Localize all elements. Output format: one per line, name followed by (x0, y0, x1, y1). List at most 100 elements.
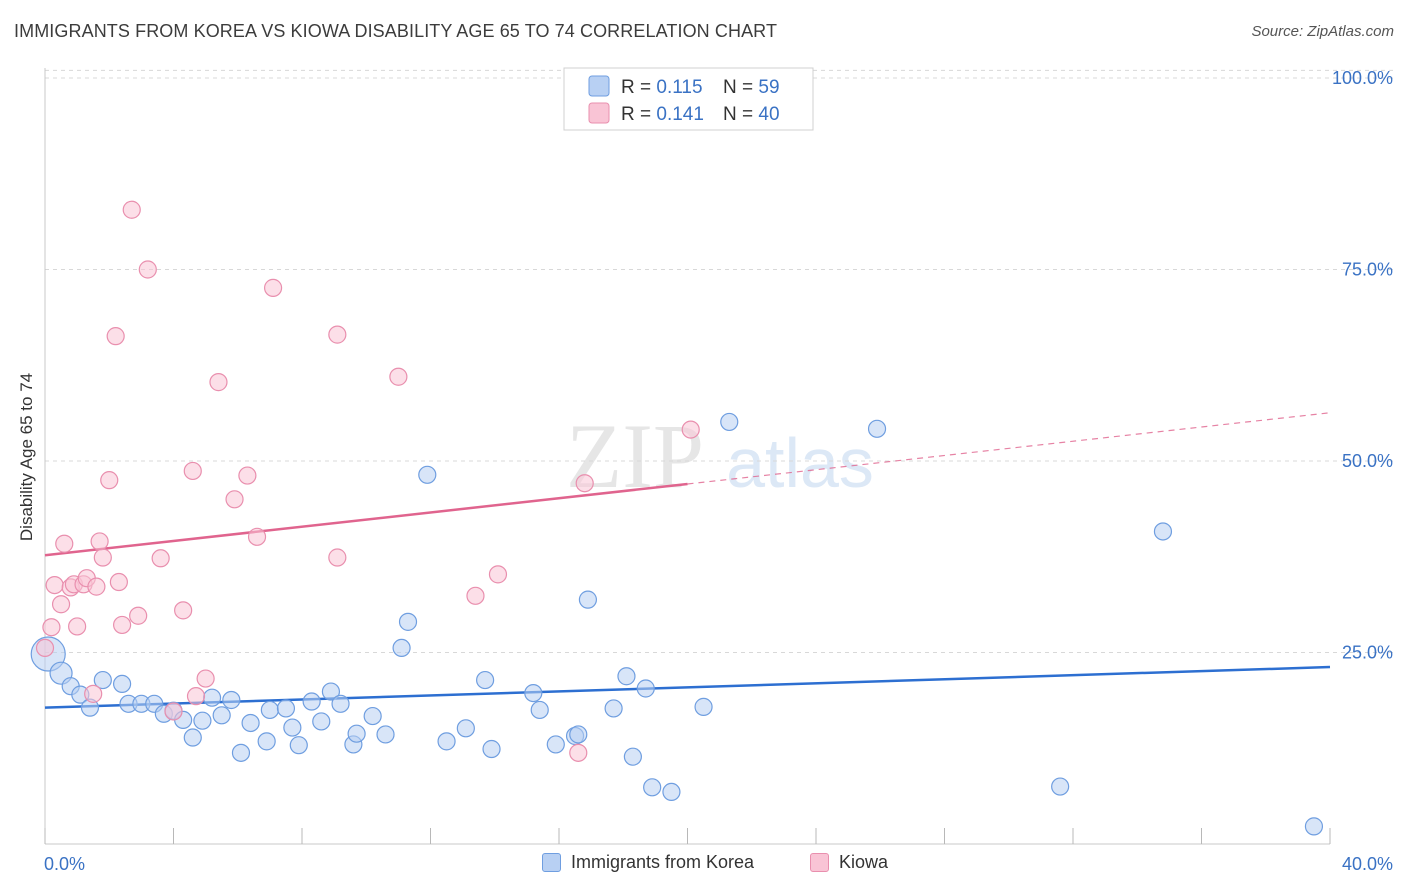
korea-point (643, 778, 662, 797)
korea-point (331, 694, 350, 713)
trend-lines (44, 412, 1331, 709)
legend-n-value: 59 (758, 77, 779, 98)
y-tick-label: 50.0% (1342, 451, 1393, 471)
kiowa-point (225, 490, 244, 509)
chart-title: IMMIGRANTS FROM KOREA VS KIOWA DISABILIT… (14, 21, 778, 41)
kiowa-point (106, 327, 125, 346)
x-tick-label: 40.0% (1342, 854, 1393, 874)
kiowa-point (122, 200, 141, 219)
legend-n-label: N = (723, 104, 758, 125)
korea-point (112, 674, 132, 694)
legend-r-value: 0.141 (656, 104, 704, 125)
korea-point (321, 682, 341, 701)
legend-swatch-kiowa (588, 102, 610, 124)
korea-point (398, 612, 418, 631)
kiowa-point (328, 325, 347, 344)
kiowa-point (45, 575, 64, 595)
legend-swatch-kiowa (810, 853, 829, 872)
legend-swatch-korea (542, 853, 561, 872)
korea-point (93, 670, 112, 690)
korea-point (1051, 777, 1070, 796)
kiowa-point (681, 420, 700, 439)
korea-point (392, 638, 411, 658)
kiowa-point (112, 615, 132, 635)
korea-point (276, 699, 296, 718)
korea-point (363, 706, 382, 726)
korea-point (202, 688, 222, 707)
kiowa-point (90, 532, 109, 551)
y-tick-label: 25.0% (1342, 643, 1393, 663)
legend-swatch-korea (588, 75, 610, 97)
kiowa-point (263, 278, 283, 297)
korea-point (241, 713, 260, 733)
grid (45, 69, 1393, 653)
korea-point (867, 419, 887, 438)
kiowa-point (569, 743, 588, 762)
bottom-legend-korea[interactable]: Immigrants from Korea (542, 852, 754, 873)
trend-line-dashed-1 (687, 412, 1331, 485)
legend-r-value: 0.115 (656, 77, 702, 98)
korea-point (302, 692, 321, 711)
kiowa-point (186, 687, 206, 706)
trend-line-solid-1 (44, 482, 688, 557)
kiowa-point (238, 466, 257, 485)
korea-point (257, 732, 276, 751)
korea-point (456, 719, 475, 738)
chart-source[interactable]: Source: ZipAtlas.com (1251, 23, 1394, 40)
y-tick-label: 75.0% (1342, 260, 1393, 280)
korea-point (546, 735, 565, 754)
korea-point (578, 590, 598, 609)
korea-point (1304, 817, 1324, 836)
korea-point (437, 732, 456, 751)
kiowa-point (35, 638, 55, 658)
kiowa-point (55, 534, 74, 553)
korea-point (617, 667, 636, 686)
bottom-legend-kiowa[interactable]: Kiowa (810, 852, 888, 873)
bottom-legend-label: Kiowa (839, 852, 889, 872)
bottom-legend-label: Immigrants from Korea (571, 852, 755, 872)
kiowa-point (87, 577, 106, 596)
korea-point (347, 724, 366, 743)
korea-point (312, 712, 331, 731)
kiowa-point (51, 595, 71, 614)
korea-point (476, 670, 495, 690)
korea-point (193, 711, 212, 730)
kiowa-point (466, 586, 485, 605)
legend-n-label: N = (723, 77, 758, 98)
korea-point (260, 700, 279, 720)
axes (44, 68, 1331, 845)
korea-point (604, 699, 623, 718)
korea-point (636, 679, 655, 698)
svg-text:N = 40: N = 40 (723, 104, 780, 125)
kiowa-point (196, 669, 215, 688)
korea-point (222, 690, 241, 710)
korea-point (694, 697, 713, 716)
legend-r-label: R = (621, 77, 656, 98)
kiowa-point (174, 601, 193, 620)
y-tick-label: 100.0% (1332, 68, 1393, 88)
korea-point (183, 728, 202, 747)
kiowa-point (68, 617, 87, 636)
svg-text:R = 0.141: R = 0.141 (621, 104, 704, 125)
kiowa-point (164, 702, 183, 721)
korea-point (1153, 522, 1173, 541)
kiowa-point (389, 367, 408, 386)
korea-point (623, 747, 642, 766)
x-tick-label: 0.0% (44, 854, 85, 874)
korea-point (212, 706, 231, 725)
korea-point (283, 718, 302, 737)
legend-n-value: 40 (758, 104, 779, 125)
korea-point (418, 465, 437, 484)
korea-point (482, 739, 501, 759)
korea-point (289, 736, 308, 755)
korea-point (720, 412, 739, 432)
kiowa-point (575, 474, 594, 493)
kiowa-point (93, 548, 112, 567)
korea-point (569, 725, 588, 744)
kiowa-point (247, 527, 267, 546)
korea-point (524, 683, 543, 703)
legend: R = 0.115 N = 59 R = 0.141 N = 40 (563, 67, 814, 131)
trend-line-0 (44, 665, 1331, 709)
watermark-atlas: atlas (726, 424, 874, 502)
